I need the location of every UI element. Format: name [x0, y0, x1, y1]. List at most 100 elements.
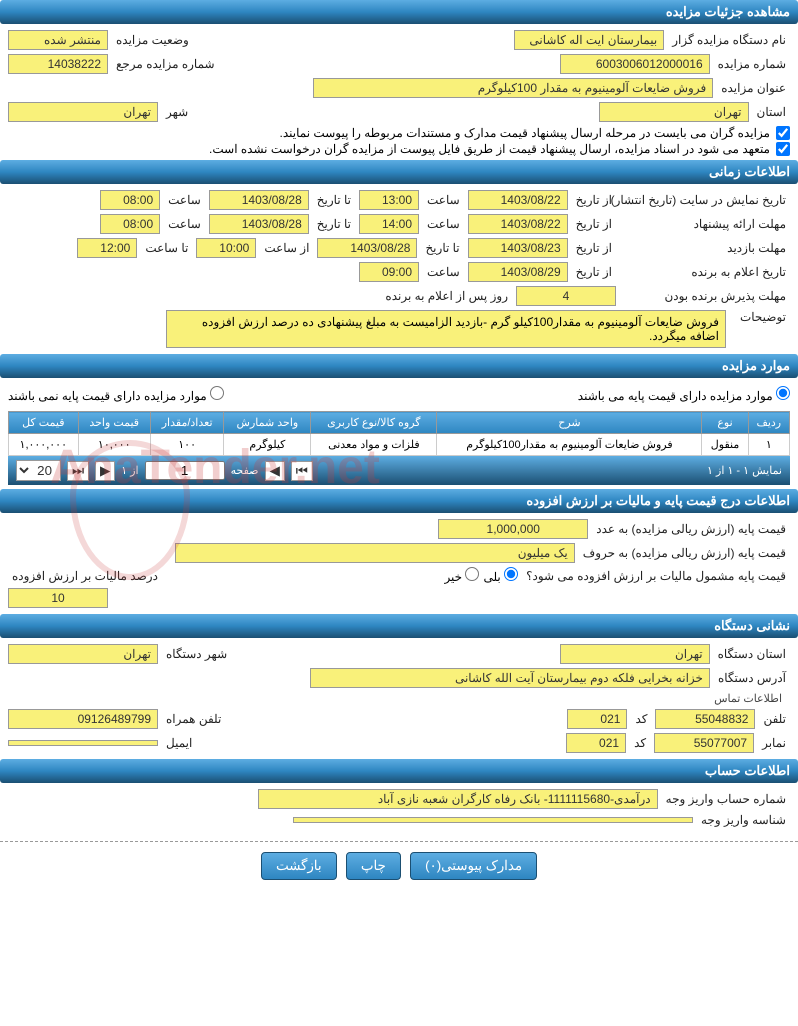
phone-label: تلفن — [759, 712, 790, 726]
page-of: از ۱ — [121, 464, 138, 477]
base-price-words-value: یک میلیون — [175, 543, 575, 563]
vat-yes[interactable]: بلی — [483, 567, 518, 584]
section-items-header: موارد مزایده — [0, 354, 798, 378]
radio-no-base[interactable]: موارد مزایده دارای قیمت پایه نمی باشند — [8, 386, 224, 403]
display-from-time: 13:00 — [359, 190, 419, 210]
page-input[interactable] — [145, 461, 225, 480]
to-date-label: تا تاریخ — [313, 193, 355, 207]
status-label: وضعیت مزایده — [112, 33, 193, 47]
org-value: بیمارستان ایت اله کاشانی — [514, 30, 664, 50]
from-date-label: از تاریخ — [572, 193, 616, 207]
display-to-time: 08:00 — [100, 190, 160, 210]
status-value: منتشر شده — [8, 30, 108, 50]
winner-days: 4 — [516, 286, 616, 306]
col-desc: شرح — [437, 412, 702, 434]
winner-days-suffix: روز پس از اعلام به برنده — [381, 289, 512, 303]
display-to-date: 1403/08/28 — [209, 190, 309, 210]
col-qty: تعداد/مقدار — [150, 412, 224, 434]
base-price-num-value: 1,000,000 — [438, 519, 588, 539]
col-unit-price: قیمت واحد — [78, 412, 150, 434]
org-address-value: خزانه بخرایی فلکه دوم بیمارستان آیت الله… — [310, 668, 710, 688]
page-label: صفحه — [231, 464, 259, 477]
visit-to-time: 12:00 — [77, 238, 137, 258]
ref-no-label: شماره مزایده مرجع — [112, 57, 219, 71]
pager-first[interactable]: ⏮ — [291, 461, 313, 481]
deposit-id-value — [293, 817, 693, 823]
org-city-value: تهران — [8, 644, 158, 664]
vat-question: قیمت پایه مشمول مالیات بر ارزش افزوده می… — [522, 569, 790, 583]
vat-percent-value: 10 — [8, 588, 108, 608]
province-label: استان — [753, 105, 790, 119]
proposal-from-date: 1403/08/22 — [468, 214, 568, 234]
section-account-header: اطلاعات حساب — [0, 759, 798, 783]
phone-value: 55048832 — [655, 709, 755, 729]
code-label2: کد — [630, 736, 650, 750]
email-label: ایمیل — [162, 736, 196, 750]
time-label: ساعت — [423, 193, 464, 207]
note1-checkbox[interactable] — [776, 126, 790, 140]
section-org-header: نشانی دستگاه — [0, 614, 798, 638]
auction-no-label: شماره مزایده — [714, 57, 790, 71]
pager-text: نمایش ۱ - ۱ از ۱ — [707, 464, 782, 477]
ref-no-value: 14038222 — [8, 54, 108, 74]
announce-label: تاریخ اعلام به برنده — [620, 265, 790, 279]
attachments-button[interactable]: مدارک پیوستی(۰) — [410, 852, 537, 880]
radio-has-base[interactable]: موارد مزایده دارای قیمت پایه می باشند — [578, 386, 790, 403]
mobile-value: 09126489799 — [8, 709, 158, 729]
visit-from-time: 10:00 — [196, 238, 256, 258]
title-value: فروش ضایعات آلومینیوم به مقدار 100کیلوگر… — [313, 78, 713, 98]
back-button[interactable]: بازگشت — [261, 852, 337, 880]
vat-percent-label: درصد مالیات بر ارزش افزوده — [8, 569, 162, 583]
table-row[interactable]: ۱ منقول فروش ضایعات آلومینیوم به مقدار10… — [9, 434, 790, 456]
col-unit: واحد شمارش — [224, 412, 311, 434]
announce-time: 09:00 — [359, 262, 419, 282]
org-city-label: شهر دستگاه — [162, 647, 231, 661]
vat-no[interactable]: خیر — [444, 567, 479, 584]
pager-prev[interactable]: ◀ — [265, 461, 285, 481]
base-price-num-label: قیمت پایه (ارزش ریالی مزایده) به عدد — [592, 522, 790, 536]
desc-label: توضیحات — [730, 310, 790, 324]
winner-accept-label: مهلت پذیرش برنده بودن — [620, 289, 790, 303]
code-value: 021 — [567, 709, 627, 729]
section-details-header: مشاهده جزئیات مزایده — [0, 0, 798, 24]
title-label: عنوان مزایده — [717, 81, 790, 95]
org-province-label: استان دستگاه — [714, 647, 790, 661]
col-type: نوع — [702, 412, 748, 434]
note2-checkbox[interactable] — [776, 142, 790, 156]
note2-text: متعهد می شود در اسناد مزایده، ارسال پیشن… — [209, 142, 770, 156]
contact-label: اطلاعات تماس — [16, 692, 782, 705]
pager-last[interactable]: ⏭ — [67, 461, 89, 481]
col-group: گروه کالا/نوع کاربری — [311, 412, 437, 434]
proposal-to-date: 1403/08/28 — [209, 214, 309, 234]
org-address-label: آدرس دستگاه — [714, 671, 790, 685]
display-label: تاریخ نمایش در سایت (تاریخ انتشار) — [620, 193, 790, 207]
code-value2: 021 — [566, 733, 626, 753]
note1-text: مزایده گران می بایست در مرحله ارسال پیشن… — [280, 126, 770, 140]
per-page-select[interactable]: 20 — [16, 460, 61, 481]
auction-no-value: 6003006012000016 — [560, 54, 710, 74]
desc-value: فروش ضایعات آلومینیوم به مقدار100کیلو گر… — [166, 310, 726, 348]
proposal-to-time: 08:00 — [100, 214, 160, 234]
buttons-row: مدارک پیوستی(۰) چاپ بازگشت — [0, 841, 798, 890]
org-province-value: تهران — [560, 644, 710, 664]
code-label: کد — [631, 712, 651, 726]
print-button[interactable]: چاپ — [346, 852, 401, 880]
fax-label: نمابر — [758, 736, 790, 750]
col-num: ردیف — [748, 412, 789, 434]
deposit-value: درآمدی-1111115680- بانک رفاه کارگران شعب… — [258, 789, 658, 809]
province-value: تهران — [599, 102, 749, 122]
display-from-date: 1403/08/22 — [468, 190, 568, 210]
city-label: شهر — [162, 105, 192, 119]
section-vat-header: اطلاعات درج قیمت پایه و مالیات بر ارزش ا… — [0, 489, 798, 513]
mobile-label: تلفن همراه — [162, 712, 225, 726]
visit-from-date: 1403/08/23 — [468, 238, 568, 258]
deposit-id-label: شناسه واریز وجه — [697, 813, 790, 827]
pager-next[interactable]: ▶ — [95, 461, 115, 481]
pager: نمایش ۱ - ۱ از ۱ ⏮ ◀ صفحه از ۱ ▶ ⏭ 20 — [8, 456, 790, 485]
deposit-label: شماره حساب واریز وجه — [662, 792, 790, 806]
proposal-from-time: 14:00 — [359, 214, 419, 234]
email-value — [8, 740, 158, 746]
visit-to-date: 1403/08/28 — [317, 238, 417, 258]
col-total: قیمت کل — [9, 412, 79, 434]
time-label2: ساعت — [164, 193, 205, 207]
